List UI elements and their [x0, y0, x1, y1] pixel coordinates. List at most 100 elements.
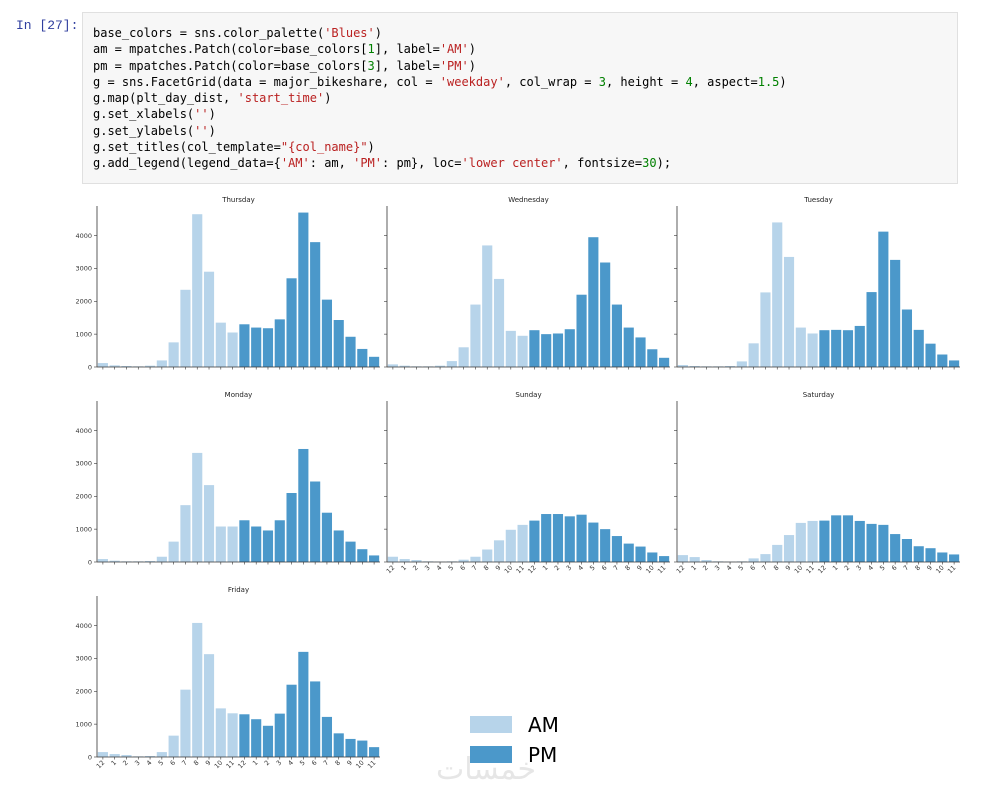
x-tick-label: 7 [322, 759, 331, 768]
y-tick-label: 2000 [75, 688, 92, 696]
bar [600, 529, 611, 562]
x-tick-label: 5 [157, 759, 166, 768]
bar [760, 292, 771, 367]
x-tick-label: 9 [784, 564, 793, 573]
x-tick-label: 5 [447, 564, 456, 573]
x-tick-label: 6 [168, 759, 177, 768]
bar [482, 245, 493, 367]
x-tick-label: 5 [298, 759, 307, 768]
x-tick-label: 4 [576, 564, 585, 573]
x-tick-label: 12 [236, 759, 248, 771]
bar [659, 556, 670, 562]
bar [399, 559, 410, 562]
bar [564, 329, 575, 367]
x-tick-label: 12 [526, 564, 538, 576]
bar [541, 334, 552, 367]
bar [611, 536, 623, 562]
code-line: g.map(plt_day_dist, 'start_time') [93, 91, 332, 106]
x-tick-label: 3 [423, 564, 432, 573]
cell-prompt: In [27]: [16, 18, 79, 33]
x-tick-label: 5 [737, 564, 746, 573]
bar [180, 689, 191, 757]
x-tick-label: 5 [588, 564, 597, 573]
bar [470, 556, 481, 562]
code-cell[interactable]: base_colors = sns.color_palette('Blues')… [82, 12, 958, 184]
facet-title: Wednesday [508, 196, 549, 204]
bar [227, 713, 238, 757]
x-tick-label: 11 [656, 564, 668, 576]
bar [321, 716, 333, 757]
bar [345, 738, 356, 757]
bar [333, 320, 344, 367]
x-tick-label: 12 [816, 564, 828, 576]
bar [434, 365, 446, 367]
x-tick-label: 6 [748, 564, 757, 573]
bar [310, 481, 321, 562]
bar [890, 534, 901, 562]
bar [411, 560, 422, 562]
x-tick-label: 9 [925, 564, 934, 573]
bar [262, 328, 274, 367]
legend-label: AM [528, 713, 559, 737]
x-tick-label: 1 [400, 564, 409, 573]
x-tick-label: 7 [760, 564, 769, 573]
y-tick-label: 3000 [75, 265, 92, 273]
bar [369, 356, 380, 367]
code-line: g.set_xlabels('') [93, 107, 216, 122]
bar [470, 304, 481, 367]
bar [286, 278, 297, 367]
x-tick-label: 9 [494, 564, 503, 573]
bar [121, 755, 132, 757]
x-tick-label: 4 [725, 564, 734, 573]
bar [239, 324, 250, 367]
bar [227, 332, 238, 367]
x-tick-label: 3 [713, 564, 722, 573]
bar [203, 654, 215, 757]
bar [262, 725, 274, 757]
bar [689, 366, 700, 367]
y-tick-label: 1000 [75, 720, 92, 728]
x-tick-label: 8 [772, 564, 781, 573]
bar [493, 540, 505, 562]
bar [357, 348, 368, 367]
bar [689, 557, 700, 562]
bar [505, 529, 516, 562]
bar [866, 292, 877, 367]
bar [878, 231, 889, 367]
bar [203, 485, 215, 562]
bar [807, 520, 818, 562]
bar [576, 514, 587, 562]
bar [564, 516, 575, 562]
bar [97, 752, 108, 757]
x-tick-label: 1 [251, 759, 260, 768]
bar [156, 752, 167, 757]
facet-title: Thursday [221, 196, 255, 204]
bar [274, 520, 285, 562]
x-tick-label: 10 [934, 564, 946, 576]
x-tick-label: 10 [503, 564, 515, 576]
x-tick-label: 3 [275, 759, 284, 768]
bar [517, 524, 528, 562]
bar [345, 336, 356, 367]
bar [493, 278, 505, 367]
x-tick-label: 10 [354, 759, 366, 771]
x-tick-label: 8 [914, 564, 923, 573]
x-tick-label: 11 [805, 564, 817, 576]
chart-legend: AM PM [470, 713, 559, 767]
x-tick-label: 2 [843, 564, 852, 573]
x-tick-label: 11 [225, 759, 237, 771]
bar [529, 330, 540, 367]
x-tick-label: 8 [192, 759, 201, 768]
watermark-logo: خمسات [436, 752, 537, 787]
code-line: g.add_legend(legend_data={'AM': am, 'PM'… [93, 156, 672, 171]
bar [831, 329, 842, 367]
code-line: g.set_titles(col_template="{col_name}") [93, 140, 375, 155]
bar [458, 347, 469, 367]
bar [949, 360, 960, 367]
x-tick-label: 11 [946, 564, 958, 576]
code-line: g.set_ylabels('') [93, 123, 216, 138]
bar [192, 452, 203, 562]
